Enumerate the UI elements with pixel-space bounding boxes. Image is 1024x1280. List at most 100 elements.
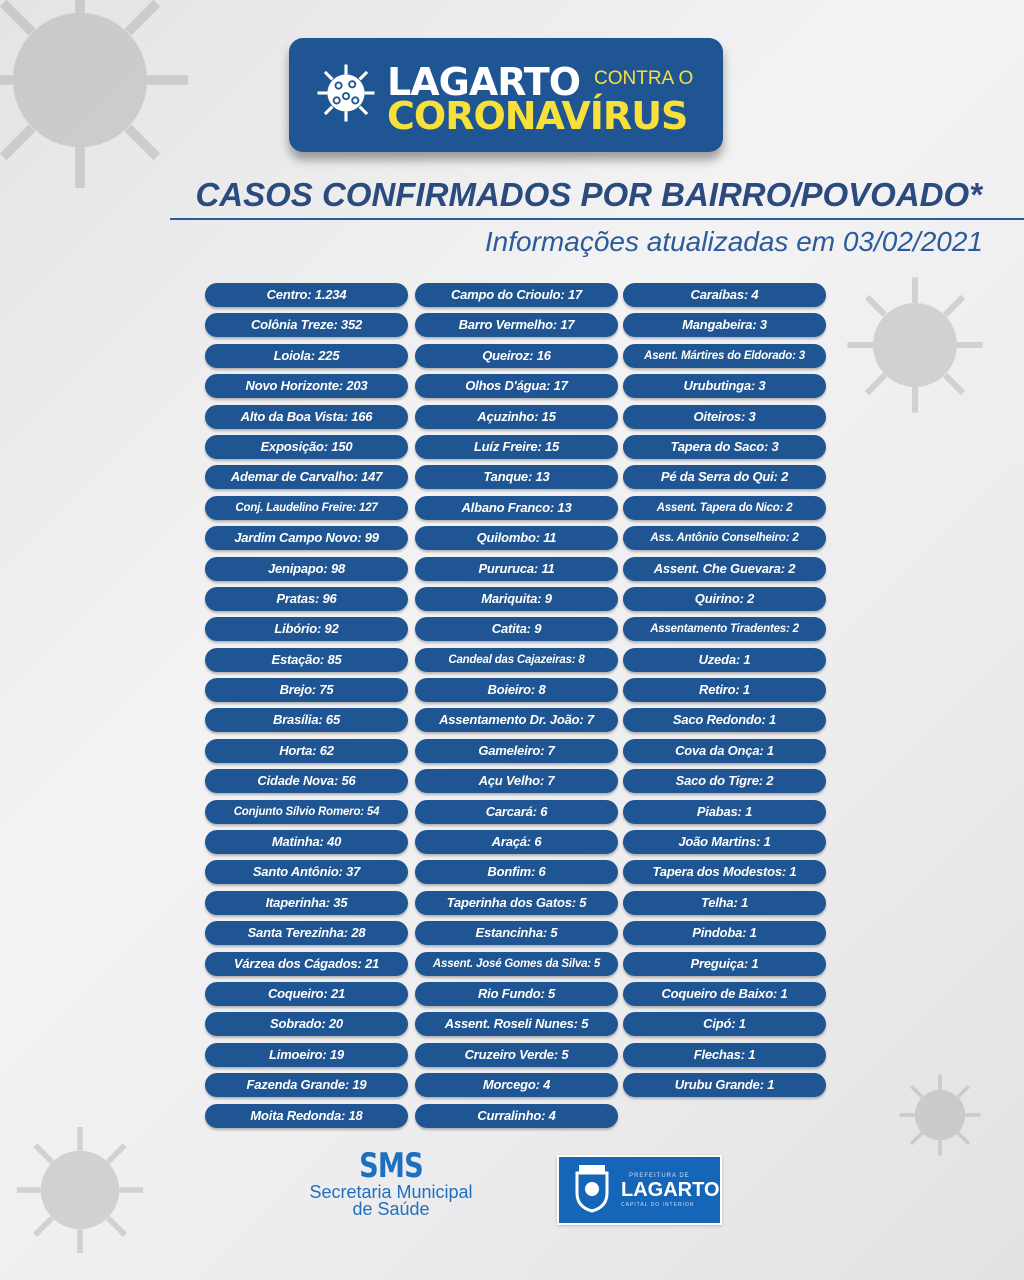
sms-line1: Secretaria Municipal bbox=[309, 1182, 473, 1202]
case-count-item: Ademar de Carvalho: 147 bbox=[205, 465, 408, 490]
brand-contra-o: CONTRA O bbox=[594, 68, 694, 89]
case-count-item: Rio Fundo: 5 bbox=[415, 981, 618, 1006]
case-count-item: Retiro: 1 bbox=[623, 678, 826, 703]
case-count-item: Centro: 1.234 bbox=[205, 283, 408, 307]
case-count-item: Queiroz: 16 bbox=[415, 343, 618, 368]
case-count-item: Araçá: 6 bbox=[415, 830, 618, 855]
case-count-item: Tanque: 13 bbox=[415, 465, 618, 490]
case-count-item: Flechas: 1 bbox=[623, 1042, 826, 1067]
case-count-item: Luíz Freire: 15 bbox=[415, 434, 618, 459]
case-count-item: Telha: 1 bbox=[623, 890, 826, 915]
case-count-item: Bonfim: 6 bbox=[415, 860, 618, 885]
case-count-item: Açu Velho: 7 bbox=[415, 769, 618, 794]
case-count-item: Jenipapo: 98 bbox=[205, 556, 408, 581]
case-count-item: Boieiro: 8 bbox=[415, 678, 618, 703]
case-count-item: Uzeda: 1 bbox=[623, 647, 826, 672]
neighborhood-column-3: Caraíbas: 4 Mangabeira: 3 Asent. Mártires … bbox=[623, 283, 826, 1104]
case-count-item: Estancinha: 5 bbox=[415, 921, 618, 946]
case-count-item: Carcará: 6 bbox=[415, 799, 618, 824]
case-count-item: Caraíbas: 4 bbox=[623, 283, 826, 307]
case-count-item: Coqueiro: 21 bbox=[205, 981, 408, 1006]
sms-title: SMS bbox=[359, 1146, 424, 1186]
case-count-item: Assent. Che Guevara: 2 bbox=[623, 556, 826, 581]
case-count-item: Alto da Boa Vista: 166 bbox=[205, 404, 408, 429]
case-count-item: Pururuca: 11 bbox=[415, 556, 618, 581]
virus-decoration-icon bbox=[0, 0, 188, 188]
case-count-item: Açuzinho: 15 bbox=[415, 404, 618, 429]
title-divider bbox=[170, 218, 1024, 220]
case-count-item: Urubutinga: 3 bbox=[623, 374, 826, 399]
case-count-item: Conjunto Sílvio Romero: 54 bbox=[205, 799, 408, 824]
case-count-item: Horta: 62 bbox=[205, 738, 408, 763]
case-count-item: Albano Franco: 13 bbox=[415, 495, 618, 520]
case-count-item: Ass. Antônio Conselheiro: 2 bbox=[623, 526, 826, 551]
case-count-item: Várzea dos Cágados: 21 bbox=[205, 951, 408, 976]
case-count-item: Cipó: 1 bbox=[623, 1012, 826, 1037]
neighborhood-column-2: Campo do Crioulo: 17 Barro Vermelho: 17 Qu… bbox=[415, 283, 618, 1134]
case-count-item: Quirino: 2 bbox=[623, 586, 826, 611]
case-count-item: Santa Terezinha: 28 bbox=[205, 921, 408, 946]
brand-coronavirus: CORONAVÍRUS bbox=[387, 94, 688, 138]
case-count-item: Matinha: 40 bbox=[205, 830, 408, 855]
case-count-item: Catita: 9 bbox=[415, 617, 618, 642]
pref-small: PREFEITURA DE bbox=[629, 1173, 690, 1179]
case-count-item: Brasília: 65 bbox=[205, 708, 408, 733]
case-count-item: Urubu Grande: 1 bbox=[623, 1073, 826, 1098]
case-count-item: Tapera dos Modestos: 1 bbox=[623, 860, 826, 885]
brand-lagarto: LAGARTO bbox=[387, 60, 581, 104]
neighborhood-column-1: Centro: 1.234 Colônia Treze: 352 Loiola: 2… bbox=[205, 283, 408, 1134]
prefeitura-logo: PREFEITURA DE LAGARTO CAPITAL DO INTERIO… bbox=[557, 1155, 722, 1225]
case-count-item: Estação: 85 bbox=[205, 647, 408, 672]
case-count-item: Fazenda Grande: 19 bbox=[205, 1073, 408, 1098]
case-count-item: Mariquita: 9 bbox=[415, 586, 618, 611]
case-count-item: Cidade Nova: 56 bbox=[205, 769, 408, 794]
case-count-item: Mangabeira: 3 bbox=[623, 313, 826, 338]
case-count-item: Loiola: 225 bbox=[205, 343, 408, 368]
case-count-item: Coqueiro de Baixo: 1 bbox=[623, 981, 826, 1006]
case-count-item: Candeal das Cajazeiras: 8 bbox=[415, 647, 618, 672]
case-count-item: Sobrado: 20 bbox=[205, 1012, 408, 1037]
pref-name: LAGARTO bbox=[621, 1179, 720, 1201]
case-count-item: Assent. José Gomes da Silva: 5 bbox=[415, 951, 618, 976]
case-count-item: Assentamento Dr. João: 7 bbox=[415, 708, 618, 733]
case-count-item: Curralinho: 4 bbox=[415, 1103, 618, 1128]
case-count-item: Itaperinha: 35 bbox=[205, 890, 408, 915]
case-count-item: Tapera do Saco: 3 bbox=[623, 434, 826, 459]
case-count-item: Piabas: 1 bbox=[623, 799, 826, 824]
case-count-item: Libório: 92 bbox=[205, 617, 408, 642]
case-count-item: Exposição: 150 bbox=[205, 434, 408, 459]
case-count-item: Conj. Laudelino Freire: 127 bbox=[205, 495, 408, 520]
case-count-item: Santo Antônio: 37 bbox=[205, 860, 408, 885]
campaign-banner: LAGARTO CONTRA O CORONAVÍRUS bbox=[289, 38, 723, 152]
case-count-item: Saco Redondo: 1 bbox=[623, 708, 826, 733]
case-count-item: Pratas: 96 bbox=[205, 586, 408, 611]
case-count-item: Novo Horizonte: 203 bbox=[205, 374, 408, 399]
case-count-item: Assent. Tapera do Nico: 2 bbox=[623, 495, 826, 520]
case-count-item: Saco do Tigre: 2 bbox=[623, 769, 826, 794]
update-date: Informações atualizadas em 03/02/2021 bbox=[484, 226, 983, 257]
case-count-item: Cruzeiro Verde: 5 bbox=[415, 1042, 618, 1067]
virus-decoration-icon bbox=[17, 1127, 143, 1253]
sms-line2: de Saúde bbox=[352, 1199, 430, 1219]
virus-decoration-icon bbox=[847, 277, 983, 413]
case-count-item: Taperinha dos Gatos: 5 bbox=[415, 890, 618, 915]
case-count-item: Quilombo: 11 bbox=[415, 526, 618, 551]
case-count-item: Brejo: 75 bbox=[205, 678, 408, 703]
case-count-item: Colônia Treze: 352 bbox=[205, 313, 408, 338]
coat-of-arms-icon bbox=[575, 1165, 609, 1213]
case-count-item: Olhos D'água: 17 bbox=[415, 374, 618, 399]
case-count-item: Limoeiro: 19 bbox=[205, 1042, 408, 1067]
virus-icon bbox=[317, 64, 375, 122]
case-count-item: Barro Vermelho: 17 bbox=[415, 313, 618, 338]
case-count-item: Assent. Roseli Nunes: 5 bbox=[415, 1012, 618, 1037]
page-title: CASOS CONFIRMADOS POR BAIRRO/POVOADO* bbox=[195, 176, 982, 213]
case-count-item: Assentamento Tiradentes: 2 bbox=[623, 617, 826, 642]
case-count-item: Oiteiros: 3 bbox=[623, 404, 826, 429]
case-count-item: Asent. Mártires do Eldorado: 3 bbox=[623, 343, 826, 368]
case-count-item: Pindoba: 1 bbox=[623, 921, 826, 946]
case-count-item: Cova da Onça: 1 bbox=[623, 738, 826, 763]
case-count-item: João Martins: 1 bbox=[623, 830, 826, 855]
case-count-item: Preguiça: 1 bbox=[623, 951, 826, 976]
case-count-item: Morcego: 4 bbox=[415, 1073, 618, 1098]
case-count-item: Campo do Crioulo: 17 bbox=[415, 283, 618, 307]
